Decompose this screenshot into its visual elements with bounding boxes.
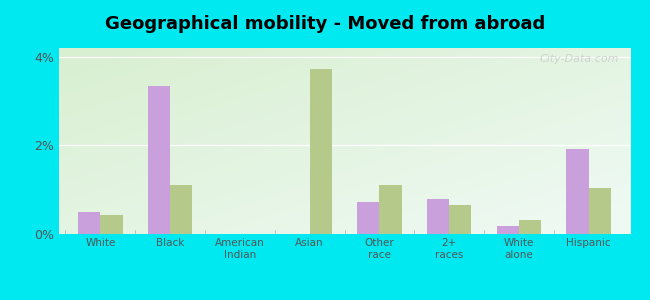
Bar xyxy=(589,188,611,234)
Text: City-Data.com: City-Data.com xyxy=(540,54,619,64)
Bar xyxy=(380,185,402,234)
Bar xyxy=(100,215,123,234)
Bar xyxy=(449,205,471,234)
Bar xyxy=(148,85,170,234)
Bar xyxy=(427,200,449,234)
Text: Geographical mobility - Moved from abroad: Geographical mobility - Moved from abroa… xyxy=(105,15,545,33)
Bar xyxy=(309,69,332,234)
Bar xyxy=(519,220,541,234)
Bar xyxy=(78,212,100,234)
Bar xyxy=(170,185,192,234)
Bar xyxy=(566,148,589,234)
Bar xyxy=(497,226,519,234)
Bar xyxy=(357,202,380,234)
